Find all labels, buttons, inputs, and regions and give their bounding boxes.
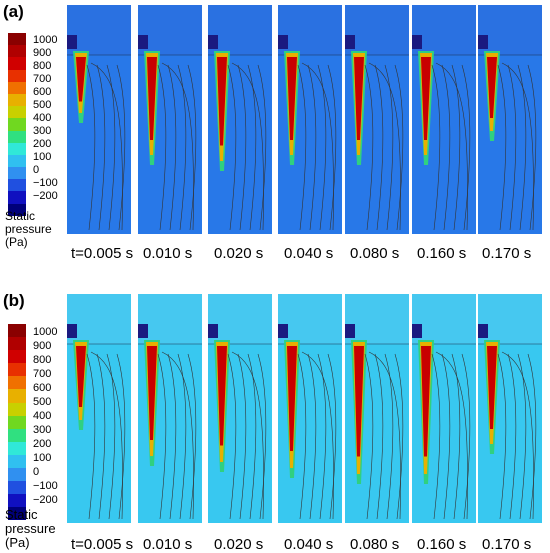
colorbar-swatch <box>8 428 26 442</box>
colorbar-swatch <box>8 494 26 508</box>
pressure-frame <box>278 5 342 234</box>
colorbar-swatch <box>8 191 26 204</box>
pressure-frame <box>478 5 542 234</box>
legend-title-a-line2: pressure <box>5 222 52 236</box>
pressure-frame <box>208 5 272 234</box>
pressure-frame <box>345 294 409 523</box>
colorbar-swatch <box>8 130 26 143</box>
pressure-frame <box>138 5 202 234</box>
colorbar-swatch <box>8 507 26 521</box>
time-label-b-3: 0.020 s <box>214 536 264 553</box>
tick-b-900: 900 <box>33 340 52 352</box>
legend-title-a-line1: Static <box>5 209 36 223</box>
colorbar-swatch <box>8 454 26 469</box>
tick-a-100: 100 <box>33 151 52 163</box>
tick-a-200: 200 <box>33 138 52 150</box>
tick-a-500: 500 <box>33 99 52 111</box>
tick-b-600: 600 <box>33 382 52 394</box>
tick-b-100: 100 <box>33 452 52 464</box>
colorbar-swatch <box>8 93 26 107</box>
tick-b-200: 200 <box>33 438 52 450</box>
pressure-frame <box>478 294 542 523</box>
pressure-frame <box>412 5 476 234</box>
colorbar-swatch <box>8 69 26 82</box>
colorbar-swatch <box>8 337 26 351</box>
panel-b-label: (b) <box>3 291 25 310</box>
colorbar-swatch <box>8 57 26 70</box>
colorbar-swatch <box>8 481 26 495</box>
tick-a-0: 0 <box>33 164 40 176</box>
colorbar-swatch <box>8 81 26 94</box>
pressure-frame <box>412 294 476 523</box>
colorbar-swatch <box>8 33 26 46</box>
legend-title-b-line1: Static <box>5 507 38 522</box>
colorbar-swatch <box>8 363 26 377</box>
colorbar-b <box>8 324 26 521</box>
time-label-a-7: 0.170 s <box>482 245 532 262</box>
legend-title-a: Static pressure (Pa) <box>5 210 52 249</box>
time-label-a-3: 0.020 s <box>214 245 264 262</box>
tick-b-800: 800 <box>33 354 52 366</box>
panel-a-label: (a) <box>3 2 24 21</box>
time-label-b-5: 0.080 s <box>350 536 400 553</box>
tick-a-900: 900 <box>33 47 52 59</box>
pressure-frame <box>208 294 272 523</box>
colorbar-swatch <box>8 324 26 338</box>
tick-b-neg200: −200 <box>33 494 58 506</box>
colorbar-swatch <box>8 118 26 131</box>
tick-a-400: 400 <box>33 112 52 124</box>
colorbar-swatch <box>8 389 26 403</box>
legend-title-a-line3: (Pa) <box>5 235 28 249</box>
pressure-frame <box>67 5 131 234</box>
tick-b-300: 300 <box>33 424 52 436</box>
tick-a-300: 300 <box>33 125 52 137</box>
time-label-a-1: t=0.005 s <box>71 245 134 262</box>
colorbar-swatch <box>8 179 26 192</box>
colorbar-swatch <box>8 376 26 390</box>
tick-b-500: 500 <box>33 396 52 408</box>
tick-b-0: 0 <box>33 466 40 478</box>
legend-title-b-line2: pressure <box>5 521 56 536</box>
colorbar-swatch <box>8 350 26 364</box>
colorbar-swatch <box>8 415 26 429</box>
tick-a-neg200: −200 <box>33 190 58 202</box>
tick-b-neg100: −100 <box>33 480 58 492</box>
time-label-a-6: 0.160 s <box>417 245 467 262</box>
time-label-b-6: 0.160 s <box>417 536 467 553</box>
pressure-frame <box>345 5 409 234</box>
tick-a-600: 600 <box>33 86 52 98</box>
tick-a-700: 700 <box>33 73 52 85</box>
pressure-frame <box>67 294 131 523</box>
time-label-a-5: 0.080 s <box>350 245 400 262</box>
tick-a-1000: 1000 <box>33 34 58 46</box>
tick-b-1000: 1000 <box>33 326 58 338</box>
colorbar-swatch <box>8 154 26 168</box>
time-label-b-2: 0.010 s <box>143 536 193 553</box>
pressure-frame <box>278 294 342 523</box>
colorbar-swatch <box>8 167 26 180</box>
colorbar-swatch <box>8 402 26 416</box>
time-label-b-1: t=0.005 s <box>71 536 134 553</box>
colorbar-a <box>8 33 26 216</box>
pressure-frame <box>138 294 202 523</box>
colorbar-swatch <box>8 468 26 482</box>
colorbar-swatch <box>8 142 26 155</box>
time-label-a-2: 0.010 s <box>143 245 193 262</box>
legend-title-b-line3: (Pa) <box>5 535 30 550</box>
time-label-b-7: 0.170 s <box>482 536 532 553</box>
colorbar-swatch <box>8 45 26 58</box>
colorbar-swatch <box>8 441 26 455</box>
tick-a-neg100: −100 <box>33 177 58 189</box>
time-label-a-4: 0.040 s <box>284 245 334 262</box>
tick-b-700: 700 <box>33 368 52 380</box>
colorbar-swatch <box>8 106 26 119</box>
tick-a-800: 800 <box>33 60 52 72</box>
time-label-b-4: 0.040 s <box>284 536 334 553</box>
legend-title-b: Static pressure (Pa) <box>5 508 56 550</box>
tick-b-400: 400 <box>33 410 52 422</box>
colorbar-swatch <box>8 203 26 216</box>
